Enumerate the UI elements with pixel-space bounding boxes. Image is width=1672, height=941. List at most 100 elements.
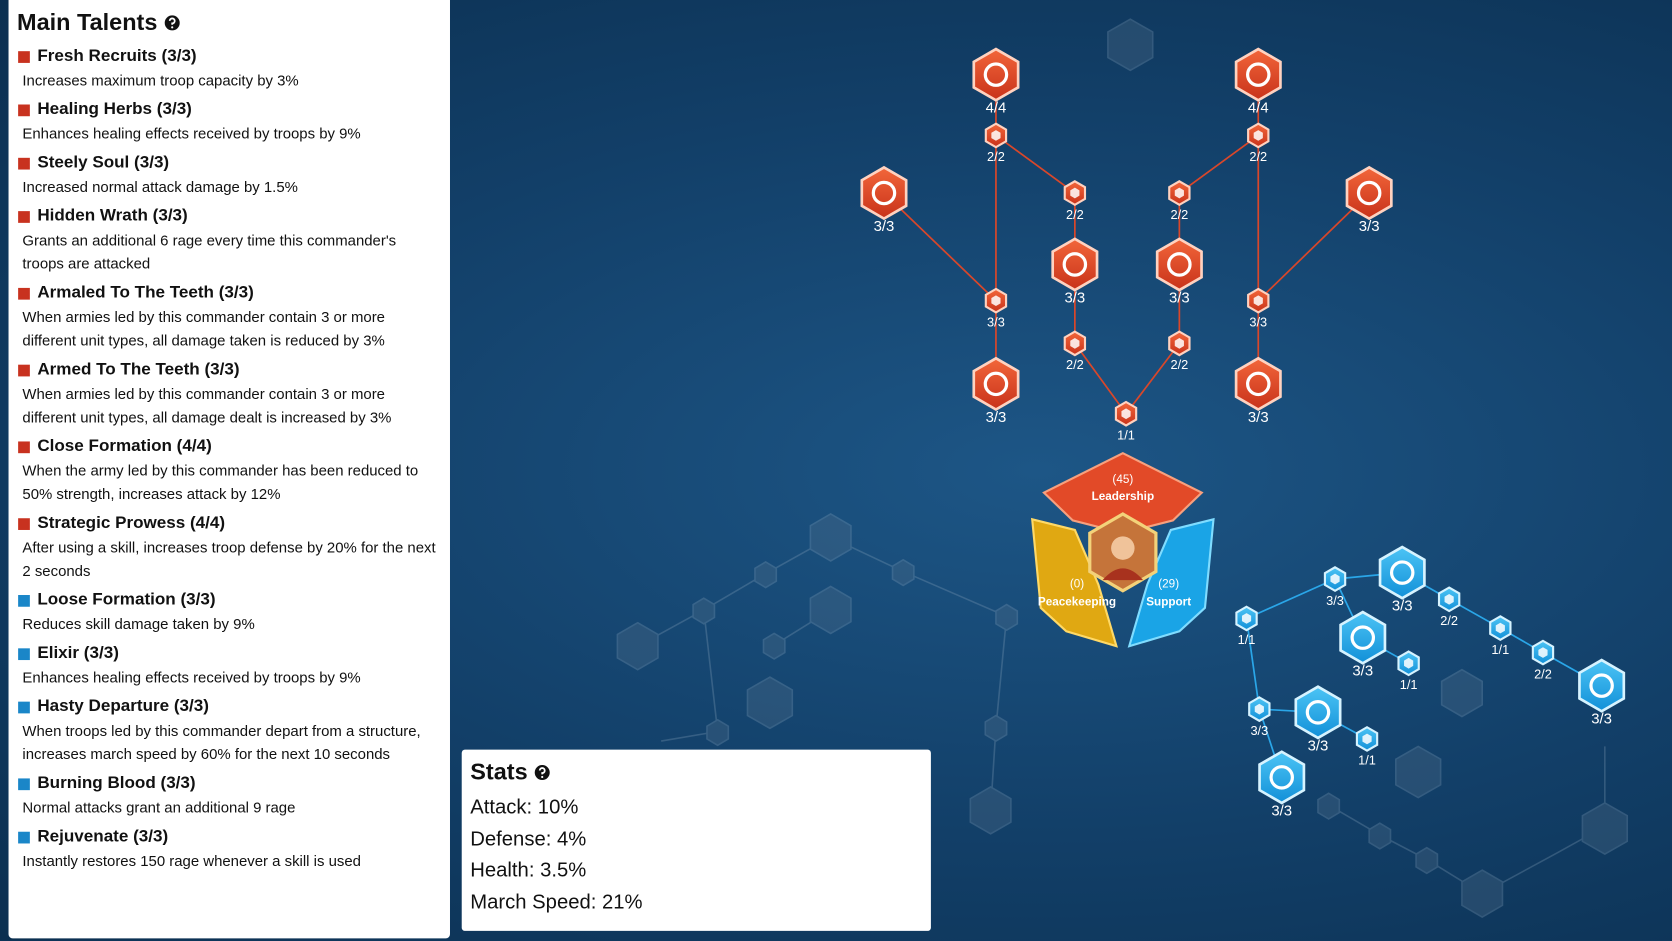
node-core [991, 295, 1001, 307]
tree-edge [1245, 618, 1261, 710]
talent: Rejuvenate (3/3) Instantly restores 150 r… [17, 825, 441, 872]
talent-name: Strategic Prowess (4/4) [37, 513, 226, 533]
node-level: 4/4 [1248, 100, 1269, 117]
talent-tree-marker [18, 831, 30, 843]
node-level: 3/3 [1326, 593, 1344, 608]
node-level: 3/3 [1249, 314, 1267, 329]
stat-line: Attack: 10% [470, 796, 579, 819]
node-core [1362, 733, 1372, 745]
node-level: 3/3 [1352, 663, 1373, 680]
node-level: 3/3 [1271, 802, 1292, 819]
talent-name: Armed To The Teeth (3/3) [37, 360, 240, 379]
tree-edge [1125, 342, 1181, 415]
talent: Burning Blood (3/3) Normal attacks grant … [17, 772, 441, 819]
help-icon[interactable] [164, 14, 180, 30]
talent-node [1234, 356, 1282, 412]
help-icon[interactable] [534, 764, 550, 780]
talent-tree-marker [18, 777, 30, 790]
talent-name: Hasty Departure (3/3) [37, 697, 209, 716]
node-level: 1/1 [1117, 428, 1135, 443]
talent-tree-marker [18, 50, 30, 63]
talent-description: When armies led by this commander contai… [22, 384, 392, 426]
node-icon [1356, 180, 1382, 206]
talent: Fresh Recruits (3/3) Increases maximum tr… [17, 45, 441, 92]
talent-description: Enhances healing effects received by tro… [22, 124, 361, 142]
talent-node [1051, 237, 1099, 292]
node-level: 1/1 [1491, 642, 1509, 657]
node-core [1121, 408, 1131, 420]
talent-name-row: Rejuvenate (3/3) [17, 825, 441, 848]
node-level: 4/4 [986, 100, 1007, 117]
talent-node [972, 356, 1020, 412]
support-segment [1127, 517, 1215, 648]
node-core [1253, 130, 1263, 141]
talents-header: Main Talents [17, 9, 441, 37]
stats-panel: Stats Attack: 10% Defense: 4% Health: 3.5%… [461, 749, 931, 931]
node-icon [1389, 560, 1415, 585]
node-level: 2/2 [1066, 207, 1084, 222]
talent: Healing Herbs (3/3) Enhances healing effe… [17, 98, 441, 145]
talent-description: Normal attacks grant an additional 9 rag… [22, 798, 296, 816]
talent-name-row: Loose Formation (3/3) [17, 589, 441, 612]
talent-name: Close Formation (4/4) [37, 437, 212, 456]
node-level: 3/3 [1250, 723, 1268, 738]
node-level: 3/3 [1064, 290, 1085, 307]
node-level: 2/2 [1440, 613, 1458, 628]
node-icon [1350, 625, 1376, 650]
talent-description: Instantly restores 150 rage whenever a s… [22, 851, 361, 870]
talent-name: Rejuvenate (3/3) [37, 827, 169, 846]
node-level: 2/2 [1170, 207, 1188, 222]
node-core [1538, 647, 1548, 658]
node-core [1070, 338, 1080, 349]
stats-title: Stats [470, 758, 528, 785]
talent-name-row: Steely Soul (3/3) [17, 151, 441, 174]
talent: Strategic Prowess (4/4) After using a ski… [17, 512, 441, 582]
node-level: 3/3 [987, 314, 1005, 329]
talent-tree-marker [18, 103, 30, 116]
node-core [1404, 657, 1414, 669]
center-hub: (45) Leadership (0) Peacekeeping (29) Su… [1031, 451, 1215, 648]
leadership-name: Leadership [1092, 490, 1155, 503]
talent-description: After using a skill, increases troop def… [22, 538, 436, 580]
talent-tree-marker [18, 517, 30, 530]
portrait-body [1102, 568, 1144, 581]
node-level: 2/2 [1170, 357, 1188, 372]
talent-tree-marker [18, 647, 30, 660]
node-core [1254, 703, 1264, 715]
node-core [1241, 613, 1252, 624]
node-core [1070, 187, 1080, 199]
node-core [1444, 593, 1454, 605]
talent-tree-marker [18, 440, 30, 453]
faded-branch [616, 18, 1629, 918]
tree-edge [883, 192, 997, 302]
talent-tree-marker [18, 594, 30, 607]
node-level: 1/1 [1400, 677, 1418, 692]
edges [883, 74, 1603, 778]
leadership-points: (45) [1112, 473, 1133, 486]
node-level: 3/3 [1591, 711, 1612, 728]
talent-list: Fresh Recruits (3/3) Increases maximum tr… [17, 45, 441, 872]
node-level: 3/3 [1169, 290, 1190, 307]
talent-tree-marker [18, 364, 30, 376]
node-level: 2/2 [1066, 357, 1084, 372]
support-points: (29) [1158, 577, 1179, 590]
talent-node [1258, 750, 1306, 805]
tree-edge [1074, 342, 1127, 415]
talent-name-row: Strategic Prowess (4/4) [17, 512, 441, 535]
talent-description: When armies led by this commander contai… [22, 308, 385, 349]
talent-name-row: Elixir (3/3) [17, 642, 441, 665]
talent: Close Formation (4/4) When the army led b… [17, 435, 441, 505]
talent-description: Increases maximum troop capacity by 3% [22, 71, 299, 89]
talent-node [1234, 47, 1282, 102]
talent-node [1155, 237, 1203, 292]
talent-name: Loose Formation (3/3) [37, 590, 216, 609]
node-level: 1/1 [1358, 753, 1376, 768]
node-core [1174, 187, 1184, 199]
talent-tree-marker [18, 287, 30, 300]
talent: Hidden Wrath (3/3) Grants an additional 6… [17, 205, 441, 275]
talent-node [1345, 165, 1393, 221]
talent-name: Fresh Recruits (3/3) [37, 46, 197, 66]
talent-description: When troops led by this commander depart… [22, 721, 421, 763]
